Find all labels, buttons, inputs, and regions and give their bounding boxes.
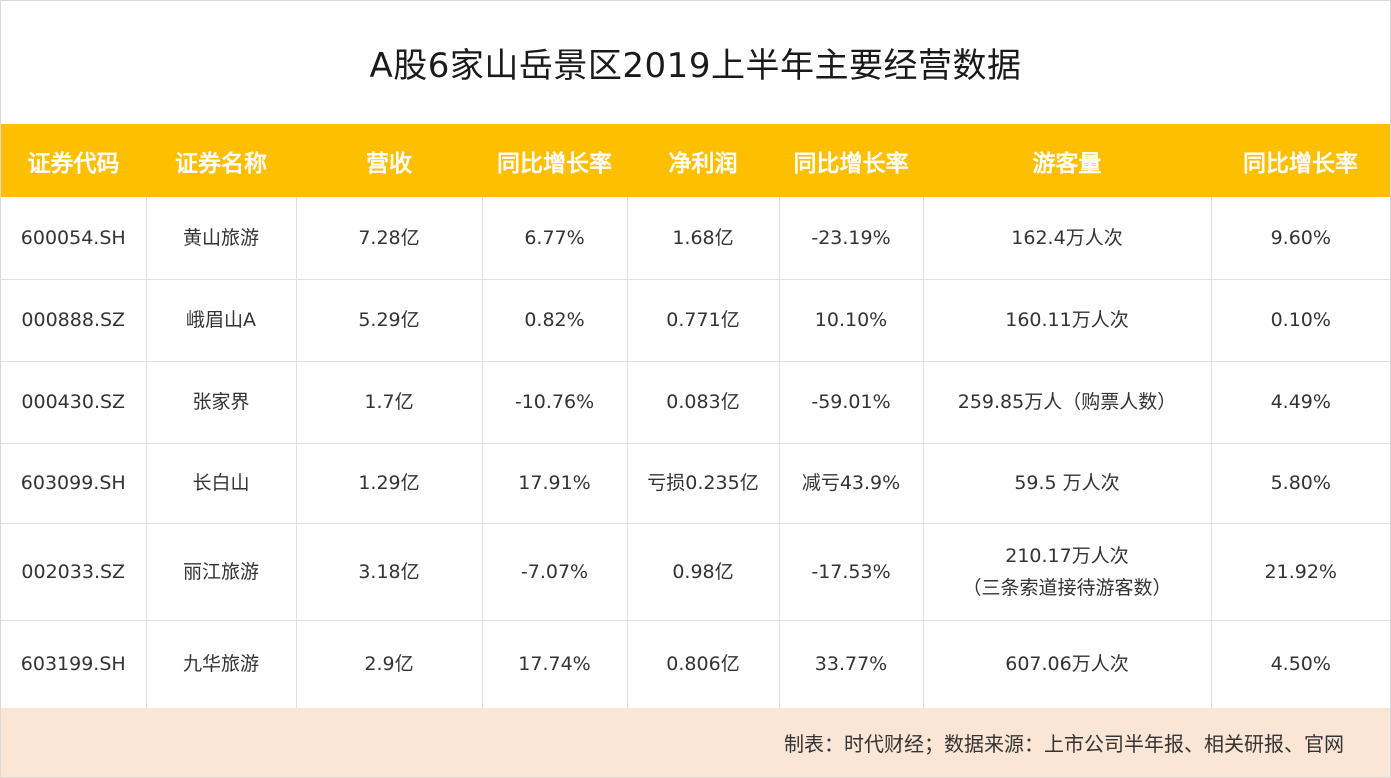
source-footer: 制表：时代财经；数据来源：上市公司半年报、相关研报、官网 — [1, 708, 1390, 777]
cell-revenue-growth: 17.74% — [482, 620, 628, 709]
cell-visitors: 59.5 万人次 — [923, 443, 1212, 524]
cell-net-profit: 1.68亿 — [627, 197, 780, 280]
cell-name: 九华旅游 — [146, 620, 297, 709]
cell-revenue-growth: -7.07% — [482, 523, 628, 621]
cell-visitors: 259.85万人（购票人数） — [923, 361, 1212, 444]
col-header-revenue-growth: 同比增长率 — [497, 150, 612, 177]
cell-code: 000888.SZ — [1, 279, 147, 362]
cell-net-profit: 亏损0.235亿 — [627, 443, 780, 524]
cell-visitor-growth: 9.60% — [1211, 197, 1390, 280]
cell-code: 600054.SH — [1, 197, 147, 280]
data-table: 证券代码 证券名称 营收 同比增长率 净利润 同比增长率 游客量 同比增长率 6… — [1, 124, 1390, 709]
cell-net-profit: 0.806亿 — [627, 620, 780, 709]
col-header-profit-growth: 同比增长率 — [793, 150, 909, 177]
source-note: 制表：时代财经；数据来源：上市公司半年报、相关研报、官网 — [784, 732, 1344, 756]
table-row: 000888.SZ 峨眉山A 5.29亿 0.82% 0.771亿 10.10%… — [1, 279, 1390, 362]
col-header-code: 证券代码 — [27, 150, 120, 177]
cell-code: 000430.SZ — [1, 361, 147, 444]
cell-visitor-growth: 4.50% — [1211, 620, 1390, 709]
cell-profit-growth: 33.77% — [779, 620, 924, 709]
cell-name: 黄山旅游 — [146, 197, 297, 280]
cell-profit-growth: -17.53% — [779, 523, 924, 621]
cell-revenue-growth: 6.77% — [482, 197, 628, 280]
cell-visitor-growth: 5.80% — [1211, 443, 1390, 524]
col-header-visitors: 游客量 — [1032, 150, 1102, 177]
cell-revenue: 7.28亿 — [296, 197, 483, 280]
col-header-net-profit: 净利润 — [668, 150, 738, 177]
cell-visitors-note: （三条索道接待游客数） — [962, 576, 1172, 599]
cell-name: 丽江旅游 — [146, 523, 297, 621]
cell-profit-growth: 10.10% — [779, 279, 924, 362]
table-row: 002033.SZ 丽江旅游 3.18亿 -7.07% 0.98亿 -17.53… — [1, 523, 1390, 621]
cell-name: 峨眉山A — [146, 279, 297, 362]
table-title: A股6家山岳景区2019上半年主要经营数据 — [369, 46, 1022, 86]
cell-net-profit: 0.98亿 — [627, 523, 780, 621]
cell-visitors: 162.4万人次 — [923, 197, 1212, 280]
cell-profit-growth: -59.01% — [779, 361, 924, 444]
cell-code: 002033.SZ — [1, 523, 147, 621]
table-row: 000430.SZ 张家界 1.7亿 -10.76% 0.083亿 -59.01… — [1, 361, 1390, 444]
table-row: 603199.SH 九华旅游 2.9亿 17.74% 0.806亿 33.77%… — [1, 620, 1390, 709]
cell-revenue: 1.7亿 — [296, 361, 483, 444]
cell-visitor-growth: 0.10% — [1211, 279, 1390, 362]
cell-revenue-growth: 0.82% — [482, 279, 628, 362]
cell-visitors: 607.06万人次 — [923, 620, 1212, 709]
cell-visitors: 210.17万人次 （三条索道接待游客数） — [923, 523, 1212, 621]
col-header-revenue: 营收 — [366, 150, 412, 177]
cell-revenue: 5.29亿 — [296, 279, 483, 362]
cell-visitors-value: 210.17万人次 — [1005, 544, 1129, 567]
cell-revenue-growth: -10.76% — [482, 361, 628, 444]
col-header-visitor-growth: 同比增长率 — [1243, 150, 1358, 177]
cell-visitors: 160.11万人次 — [923, 279, 1212, 362]
table-row: 603099.SH 长白山 1.29亿 17.91% 亏损0.235亿 减亏43… — [1, 443, 1390, 524]
cell-visitor-growth: 4.49% — [1211, 361, 1390, 444]
cell-net-profit: 0.771亿 — [627, 279, 780, 362]
cell-name: 张家界 — [146, 361, 297, 444]
table-row: 600054.SH 黄山旅游 7.28亿 6.77% 1.68亿 -23.19%… — [1, 197, 1390, 280]
cell-revenue: 2.9亿 — [296, 620, 483, 709]
cell-code: 603099.SH — [1, 443, 147, 524]
cell-net-profit: 0.083亿 — [627, 361, 780, 444]
cell-name: 长白山 — [146, 443, 297, 524]
cell-profit-growth: -23.19% — [779, 197, 924, 280]
col-header-name: 证券名称 — [175, 150, 267, 177]
cell-visitor-growth: 21.92% — [1211, 523, 1390, 621]
cell-code: 603199.SH — [1, 620, 147, 709]
header-row: 证券代码 证券名称 营收 同比增长率 净利润 同比增长率 游客量 同比增长率 — [1, 124, 1390, 197]
cell-revenue-growth: 17.91% — [482, 443, 628, 524]
cell-profit-growth: 减亏43.9% — [779, 443, 924, 524]
cell-revenue: 3.18亿 — [296, 523, 483, 621]
cell-revenue: 1.29亿 — [296, 443, 483, 524]
